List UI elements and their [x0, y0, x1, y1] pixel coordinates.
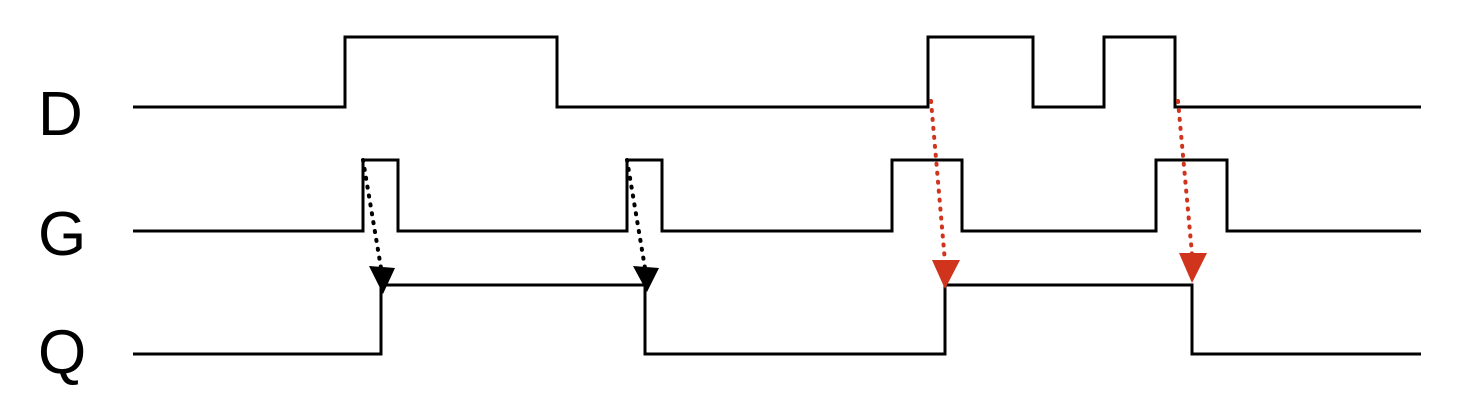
waveform-d: [133, 35, 1421, 109]
waveform-q: [133, 283, 1421, 356]
waveform-g: [133, 158, 1421, 233]
causal-arrow-d-to-q-2: [1176, 99, 1207, 283]
signal-label-g: G: [38, 200, 87, 269]
signal-label-d: D: [38, 80, 83, 149]
causal-arrow-g-to-q-2: [625, 158, 659, 292]
signal-label-q: Q: [38, 318, 87, 387]
causal-arrow-d-to-q-1: [929, 99, 960, 289]
causal-arrow-g-to-q-1: [361, 158, 395, 294]
